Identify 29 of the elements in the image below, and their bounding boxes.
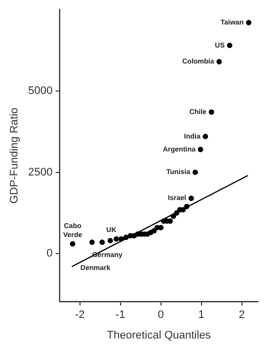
point: [192, 170, 198, 175]
point: [184, 204, 190, 210]
point: [174, 210, 180, 216]
x-axis-title: Theoretical Quantiles: [106, 329, 212, 342]
point: [170, 213, 176, 219]
point: [246, 20, 252, 26]
point: [188, 196, 194, 201]
x-tick-label: 1: [198, 309, 204, 322]
point: [226, 42, 232, 48]
point: [202, 134, 208, 140]
x-tick-label: -2: [75, 309, 85, 322]
point: [198, 146, 204, 152]
y-tick-label: 2500: [28, 166, 53, 178]
point: [99, 240, 105, 245]
point: [151, 228, 157, 234]
point: [114, 236, 120, 242]
point: [89, 240, 95, 245]
point: [108, 238, 113, 244]
x-tick-label: 2: [238, 309, 245, 322]
y-tick-label: 0: [46, 248, 53, 260]
point: [216, 58, 222, 64]
point: [208, 109, 214, 115]
y-tick-label: 5000: [28, 84, 53, 97]
point: [123, 234, 129, 240]
point: [118, 236, 124, 242]
x-tick-label: 0: [158, 309, 164, 322]
y-axis-title: GDP-Funding Ratio: [8, 108, 21, 204]
point: [70, 241, 76, 247]
x-tick-label: -1: [115, 309, 126, 322]
